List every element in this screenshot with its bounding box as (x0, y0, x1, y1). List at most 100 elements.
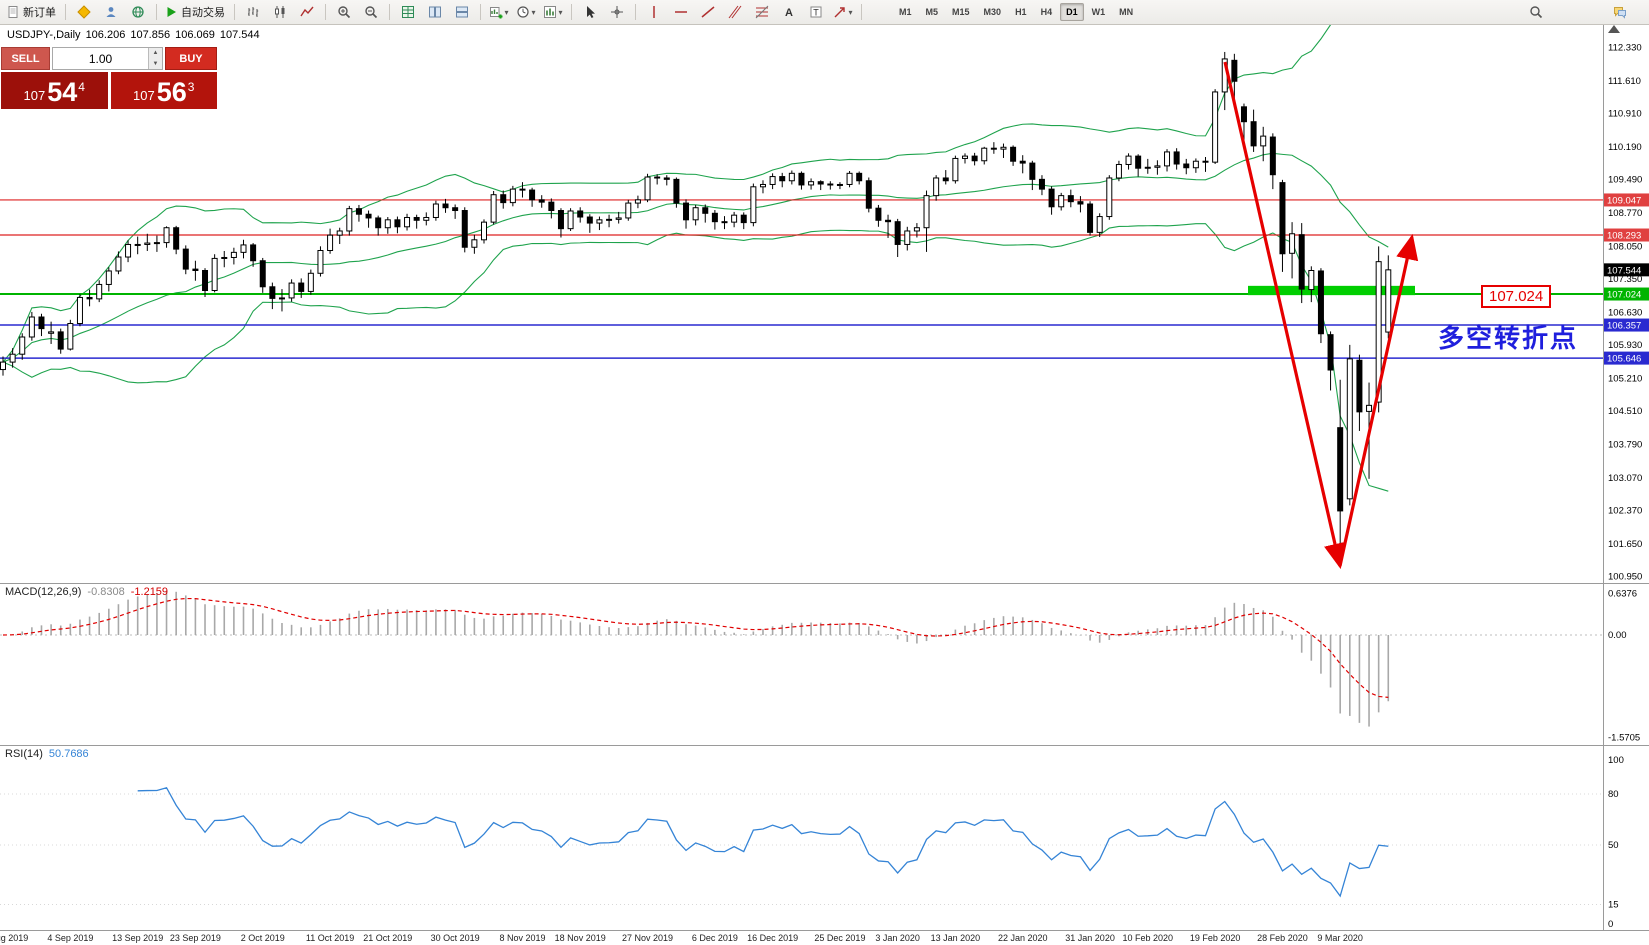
crosshair-button[interactable] (604, 2, 630, 22)
chartset-icon (543, 5, 557, 19)
trendline-button[interactable] (695, 2, 721, 22)
candle (1154, 165, 1161, 168)
candle (673, 178, 680, 204)
level-price-tag[interactable] (1604, 318, 1649, 332)
candle (865, 180, 872, 209)
price-tag-value: 108.293 (1607, 231, 1641, 242)
timeframe-button-h1[interactable]: H1 (1015, 7, 1027, 17)
candle (981, 147, 988, 162)
level-price-tag[interactable] (1604, 287, 1649, 301)
chat-button[interactable] (1607, 2, 1633, 22)
timeframe-button-m1[interactable]: M1 (899, 7, 912, 17)
market-watch-button[interactable] (395, 2, 421, 22)
chart-symbol-period: USDJPY-,Daily (7, 29, 81, 41)
timeframe-button-h4[interactable]: H4 (1040, 7, 1053, 17)
level-price-tag[interactable] (1604, 193, 1649, 207)
candle (962, 155, 968, 159)
candle (856, 172, 863, 182)
volume-up-button[interactable]: ▲ (149, 48, 162, 59)
toolbar-separator (571, 4, 572, 20)
toolbar-separator (389, 4, 390, 20)
candle (933, 177, 940, 197)
tile-windows-button[interactable] (422, 2, 448, 22)
timeframe-button-m15[interactable]: M15 (952, 7, 970, 17)
text-label-button[interactable]: T (803, 2, 829, 22)
search-button[interactable] (1523, 2, 1549, 22)
candle (173, 227, 180, 250)
textT-icon: T (809, 5, 823, 19)
candle (221, 256, 228, 259)
price-axis-label: 102.370 (1608, 505, 1642, 516)
volume-input[interactable]: 1.00 ▲ ▼ (52, 47, 163, 70)
toolbar-group: 自动交易 (162, 2, 229, 22)
buy-button[interactable]: BUY (165, 47, 217, 70)
timeframe-button-m30[interactable]: M30 (983, 7, 1002, 17)
bollinger-middle-band (2, 152, 1389, 363)
date-label: 16 Dec 2019 (747, 933, 798, 943)
sell-price[interactable]: 107 54 4 (1, 72, 108, 109)
bar-chart-button[interactable] (240, 2, 266, 22)
candle (1125, 155, 1132, 165)
turning-point-label[interactable]: 多空转折点 (1438, 323, 1579, 353)
zoom-out-button[interactable] (358, 2, 384, 22)
candle (375, 217, 382, 229)
scroll-marker-icon[interactable] (1608, 25, 1620, 33)
candle (423, 216, 430, 221)
date-label: 25 Dec 2019 (814, 933, 865, 943)
text-button[interactable]: A (776, 2, 802, 22)
chevron-down-icon[interactable]: ▾ (848, 7, 853, 17)
horizontal-line-button[interactable] (668, 2, 694, 22)
profiles-button[interactable]: ▾ (513, 2, 539, 22)
new-chart-button[interactable]: ▾ (486, 2, 512, 22)
down-trend-arrow[interactable] (1223, 61, 1346, 570)
chevron-down-icon[interactable]: ▾ (504, 7, 509, 17)
vertical-line-button[interactable] (641, 2, 667, 22)
demand-zone-rectangle[interactable] (1248, 285, 1415, 296)
current-price-tag[interactable] (1604, 263, 1649, 277)
date-label: 6 Dec 2019 (692, 933, 738, 943)
candle (481, 221, 487, 241)
macd-signal-line (2, 597, 1389, 698)
rsi-value: 50.7686 (48, 748, 89, 760)
accounts-button[interactable] (98, 2, 124, 22)
line-chart-button[interactable] (294, 2, 320, 22)
timeframe-button-m5[interactable]: M5 (925, 7, 939, 17)
level-price-tag[interactable] (1604, 228, 1649, 242)
new-order-button[interactable]: 新订单 (4, 2, 60, 22)
price-axis-label: 106.630 (1608, 307, 1642, 318)
autotrading-button[interactable]: 自动交易 (162, 2, 229, 22)
date-label: 8 Nov 2019 (499, 933, 545, 943)
timeframe-button-w1[interactable]: W1 (1091, 7, 1106, 17)
volume-value[interactable]: 1.00 (88, 51, 113, 66)
market-button[interactable] (125, 2, 151, 22)
volume-down-button[interactable]: ▼ (149, 58, 162, 69)
level-price-tag[interactable] (1604, 351, 1649, 365)
sell-button[interactable]: SELL (1, 47, 50, 70)
chevron-down-icon[interactable]: ▾ (558, 7, 563, 17)
timeframe-button-d1[interactable]: D1 (1060, 3, 1084, 21)
cascade-windows-button[interactable] (449, 2, 475, 22)
price-level-annotation[interactable]: 107.024 (1481, 285, 1552, 308)
candle (1337, 427, 1344, 512)
candle (1317, 270, 1324, 335)
buy-price[interactable]: 107 56 3 (110, 72, 217, 109)
fibonacci-button[interactable] (749, 2, 775, 22)
candle (1231, 59, 1238, 82)
autotrading-button-label: 自动交易 (181, 7, 225, 19)
candle (336, 230, 343, 236)
arrows-button[interactable]: ▾ (830, 2, 856, 22)
up-trend-arrow[interactable] (1338, 233, 1419, 567)
candle (1077, 201, 1084, 205)
indicators-button[interactable]: ▾ (540, 2, 566, 22)
cursor-button[interactable] (577, 2, 603, 22)
candlestick-chart-button[interactable] (267, 2, 293, 22)
mql5-community-button[interactable] (71, 2, 97, 22)
zoom-in-button[interactable] (331, 2, 357, 22)
equidistant-channel-button[interactable] (722, 2, 748, 22)
chevron-down-icon[interactable]: ▾ (531, 7, 536, 17)
timeframe-button-mn[interactable]: MN (1119, 7, 1134, 17)
clock-icon (516, 5, 530, 19)
candle (67, 323, 74, 350)
